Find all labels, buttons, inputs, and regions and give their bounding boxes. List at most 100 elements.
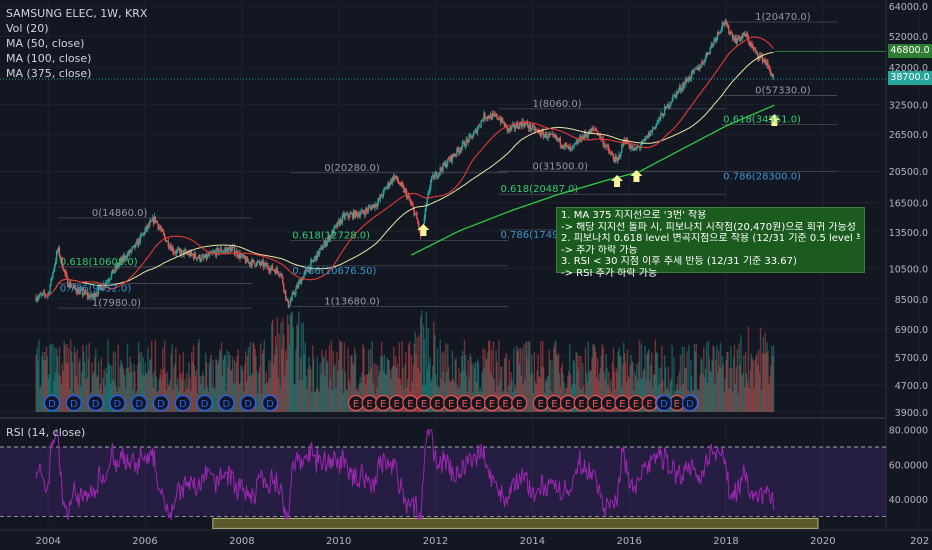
- volume-bar: [768, 384, 770, 412]
- candle-body: [695, 68, 697, 70]
- volume-bar: [318, 392, 320, 412]
- volume-bar: [142, 357, 144, 412]
- candle-body: [324, 240, 327, 246]
- event-label: D: [223, 399, 231, 410]
- candle-body: [405, 189, 407, 191]
- fib-label: 0(20280.0): [324, 163, 380, 174]
- candle-body: [189, 251, 192, 257]
- volume-bar: [723, 392, 725, 412]
- candle-body: [400, 182, 402, 186]
- volume-bar: [45, 346, 48, 412]
- volume-bar: [488, 340, 490, 412]
- price-axis[interactable]: 64000.052000.042000.032500.026500.020500…: [889, 2, 928, 506]
- volume-bar: [279, 386, 281, 412]
- volume-bar: [232, 384, 235, 412]
- time-axis[interactable]: 2004 2006 2008 2010 2012 2014 2016 2018 2020 202: [35, 536, 929, 547]
- candle-body: [214, 251, 216, 253]
- volume-bar: [296, 323, 298, 412]
- volume-bar: [55, 348, 58, 412]
- volume-bar: [262, 349, 265, 412]
- candle-body: [528, 124, 531, 129]
- indicator-ma375[interactable]: MA (375, close): [6, 67, 92, 80]
- candle-body: [702, 62, 704, 63]
- volume-bar: [110, 365, 113, 412]
- candle-body: [636, 146, 639, 148]
- rsi-legend[interactable]: RSI (14, close): [6, 426, 86, 439]
- candle-body: [184, 250, 186, 252]
- candle-body: [658, 117, 660, 121]
- candle-body: [288, 305, 291, 308]
- volume-bar: [139, 361, 142, 412]
- volume-bar: [620, 356, 622, 412]
- candle-body: [767, 62, 769, 66]
- candle-body: [328, 235, 331, 241]
- candle-body: [714, 38, 716, 41]
- volume-bar: [172, 389, 174, 412]
- candle-body: [692, 70, 695, 72]
- candle-body: [363, 212, 365, 214]
- volume-bar: [698, 388, 700, 412]
- candle-body: [520, 123, 522, 128]
- indicator-volume[interactable]: Vol (20): [6, 22, 49, 35]
- volume-bar: [653, 375, 656, 412]
- candle-body: [301, 278, 304, 281]
- volume-bar: [298, 311, 300, 412]
- candle-body: [446, 158, 449, 165]
- price-tick-label: 10500.0: [889, 264, 928, 275]
- candle-body: [269, 270, 271, 272]
- candle-body: [321, 246, 323, 250]
- candle-body: [458, 149, 460, 153]
- volume-bar: [454, 359, 456, 412]
- volume-bar: [238, 384, 240, 412]
- chart-legend: SAMSUNG ELEC, 1W, KRX Vol (20) MA (50, c…: [6, 6, 147, 81]
- volume-bar: [137, 342, 140, 412]
- candle-body: [399, 184, 401, 186]
- candle-body: [610, 153, 613, 155]
- volume-bar: [585, 372, 588, 412]
- candle-body: [581, 140, 583, 141]
- candle-body: [668, 106, 670, 108]
- candle-body: [679, 86, 682, 91]
- candle-body: [250, 262, 252, 266]
- indicator-ma100[interactable]: MA (100, close): [6, 52, 92, 65]
- volume-bar: [617, 351, 619, 412]
- event-label: E: [551, 399, 557, 410]
- candle-body: [362, 210, 364, 213]
- candle-body: [702, 62, 705, 63]
- candle-body: [498, 118, 500, 120]
- indicator-ma50[interactable]: MA (50, close): [6, 37, 85, 50]
- candle-body: [554, 135, 557, 138]
- time-tick-label: 2016: [616, 536, 641, 547]
- symbol-title[interactable]: SAMSUNG ELEC, 1W, KRX: [6, 7, 148, 20]
- volume-bar: [601, 343, 603, 412]
- volume-bar: [694, 351, 697, 412]
- volume-bar: [246, 355, 249, 412]
- volume-bar: [516, 351, 519, 412]
- event-markers[interactable]: DDDDDDDDDDDEEEEEEEEEEEEEEEEEEEEEEEEEDD: [43, 394, 699, 412]
- volume-bar: [756, 353, 758, 412]
- candle-body: [560, 145, 562, 146]
- volume-bar: [716, 345, 718, 412]
- volume-bar: [426, 369, 428, 412]
- candle-body: [544, 132, 547, 136]
- candle-body: [553, 134, 555, 136]
- candle-body: [244, 258, 247, 263]
- candle-body: [293, 292, 295, 295]
- candle-body: [78, 289, 80, 295]
- candle-body: [525, 123, 527, 125]
- candle-body: [127, 253, 129, 255]
- candle-body: [259, 263, 262, 265]
- candle-body: [460, 147, 463, 151]
- volume-bar: [618, 347, 620, 412]
- dividend-marker: [261, 394, 279, 412]
- volume-bar: [293, 384, 295, 412]
- candle-body: [72, 286, 75, 288]
- candle-body: [562, 147, 564, 148]
- candle-body: [497, 118, 499, 120]
- candle-body: [694, 68, 696, 70]
- volume-bar: [561, 362, 563, 412]
- candle-body: [602, 138, 604, 146]
- candle-body: [138, 239, 141, 243]
- volume-bar: [373, 363, 375, 412]
